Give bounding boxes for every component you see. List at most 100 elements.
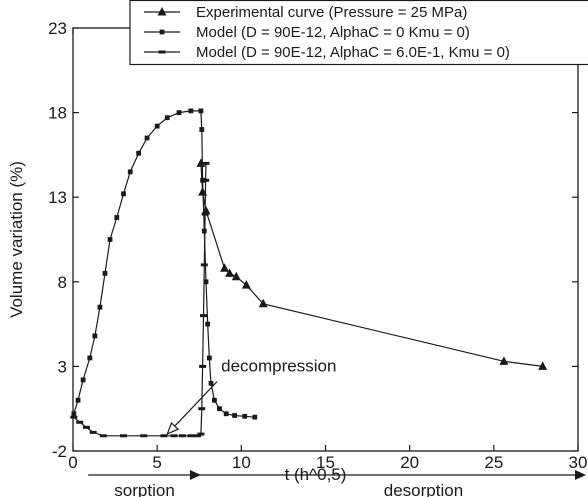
data-point xyxy=(99,434,107,438)
legend-label: Experimental curve (Pressure = 25 MPa) xyxy=(196,4,467,21)
data-point xyxy=(87,355,93,361)
legend-swatch-marker xyxy=(158,50,166,54)
legend-label: Model (D = 90E-12, AlphaC = 0 Kmu = 0) xyxy=(196,24,470,41)
data-point xyxy=(76,420,84,424)
data-point xyxy=(178,434,186,438)
legend-box xyxy=(129,0,588,66)
series-2 xyxy=(71,108,258,420)
desorption-label: desorption xyxy=(384,481,463,497)
legend-entry: Experimental curve (Pressure = 25 MPa) xyxy=(144,4,467,21)
data-point xyxy=(80,377,86,383)
data-point xyxy=(97,304,103,310)
data-point xyxy=(71,411,77,417)
legend-label: Model (D = 90E-12, AlphaC = 6.0E-1, Kmu … xyxy=(196,44,510,61)
plot-area-frame xyxy=(72,27,579,452)
data-point xyxy=(499,356,509,365)
data-point xyxy=(217,406,222,412)
data-point xyxy=(144,135,150,141)
data-point xyxy=(70,415,78,419)
decompression-annotation: decompression xyxy=(221,356,336,375)
data-point xyxy=(160,434,168,438)
data-point xyxy=(538,361,548,370)
data-point xyxy=(225,268,235,277)
data-point xyxy=(212,397,217,403)
x-tick-label: 25 xyxy=(484,453,503,472)
data-point xyxy=(176,110,182,115)
data-point xyxy=(107,237,113,242)
data-point xyxy=(252,414,258,420)
x-tick-label: 30 xyxy=(569,453,588,472)
data-point xyxy=(89,430,97,434)
data-point xyxy=(92,333,98,339)
data-point xyxy=(232,413,237,418)
data-point xyxy=(198,108,204,114)
y-tick-label: 23 xyxy=(48,19,67,38)
legend: Experimental curve (Pressure = 25 MPa) Mo… xyxy=(129,0,588,66)
x-tick-label: 5 xyxy=(152,453,161,472)
x-tick-label: 10 xyxy=(232,453,251,472)
legend-entry: Model (D = 90E-12, AlphaC = 0 Kmu = 0) xyxy=(144,24,470,41)
data-point xyxy=(170,434,178,438)
data-point xyxy=(164,115,170,121)
y-tick-label: 18 xyxy=(48,104,67,123)
data-point xyxy=(102,270,108,276)
x-tick-label: 15 xyxy=(316,453,335,472)
data-point xyxy=(242,413,248,419)
data-point xyxy=(201,212,209,216)
series-layer xyxy=(70,108,548,438)
y-tick-label: 3 xyxy=(58,357,67,376)
decompression-arrowhead xyxy=(166,421,180,436)
annotation-layer: decompression xyxy=(166,356,336,436)
data-point xyxy=(206,355,212,361)
data-point xyxy=(136,150,142,156)
data-point xyxy=(205,321,211,327)
data-point xyxy=(241,280,251,289)
x-tick-label: 20 xyxy=(400,453,419,472)
data-point xyxy=(258,298,268,308)
axis-ticks: 0 5 10 15 20 25 30 -2 3 8 13 18 23 xyxy=(48,19,587,472)
y-tick-label: 8 xyxy=(58,273,67,292)
phase-arrows xyxy=(88,470,586,480)
decompression-arrow xyxy=(166,381,218,435)
data-point xyxy=(202,178,210,182)
legend-swatch-marker xyxy=(157,7,167,16)
data-point xyxy=(199,314,207,318)
data-point xyxy=(188,108,194,114)
data-point xyxy=(202,161,210,165)
series-line xyxy=(73,163,207,437)
data-point xyxy=(220,263,229,272)
data-point xyxy=(199,127,205,132)
data-point xyxy=(75,397,81,403)
data-point xyxy=(208,380,214,386)
series-3 xyxy=(70,161,210,438)
data-point xyxy=(140,434,148,438)
axes xyxy=(72,27,579,452)
legend-entry: Model (D = 90E-12, AlphaC = 6.0E-1, Kmu … xyxy=(144,44,510,61)
x-tick-label: 0 xyxy=(68,453,77,472)
phase-arrowhead-sorption xyxy=(189,470,201,480)
data-point xyxy=(231,271,241,281)
data-point xyxy=(127,169,133,175)
sorption-label: sorption xyxy=(114,481,174,497)
legend-swatch-marker xyxy=(159,29,165,35)
data-point xyxy=(120,434,127,438)
y-tick-label: 13 xyxy=(48,188,67,207)
data-point xyxy=(114,215,120,220)
data-point xyxy=(223,411,229,417)
data-point xyxy=(197,432,205,436)
data-point xyxy=(203,279,209,285)
data-point xyxy=(82,425,90,429)
data-point xyxy=(194,434,202,438)
series-line xyxy=(200,163,543,367)
data-point xyxy=(187,434,195,438)
data-point xyxy=(200,263,208,267)
data-point xyxy=(198,407,206,411)
data-point xyxy=(154,123,160,129)
data-point xyxy=(121,191,126,197)
y-axis-label: Volume variation (%) xyxy=(7,161,26,318)
series-1 xyxy=(196,158,548,370)
phase-arrowhead-desorption xyxy=(575,470,586,480)
y-tick-label: -2 xyxy=(52,442,67,461)
data-point xyxy=(199,364,207,368)
